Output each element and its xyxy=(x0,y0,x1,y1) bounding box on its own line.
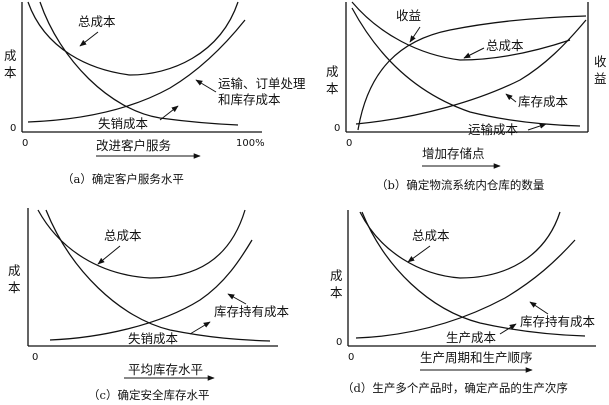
panel-d-production-cost-curve xyxy=(361,211,586,337)
panel-d-caption: （d）生产多个产品时，确定产品的生产次序 xyxy=(342,381,568,395)
panel-c-ylabel-2: 本 xyxy=(8,280,21,295)
panel-a-arrow-total-cost xyxy=(79,31,99,47)
panel-a-ylabel-1: 成 xyxy=(4,48,17,63)
panel-a-caption: （a）确定客户服务水平 xyxy=(62,172,184,186)
panel-d-ylabel-1: 成 xyxy=(330,268,343,283)
panel-a-xlabel: 改进客户服务 xyxy=(96,138,171,153)
panel-d-total-cost-curve xyxy=(359,211,561,279)
panel-b-arrow-total-cost xyxy=(463,47,485,59)
panel-a-x-end: 100% xyxy=(236,138,265,149)
panel-d-label-total-cost: 总成本 xyxy=(412,228,450,243)
panel-d-origin-x: 0 xyxy=(348,352,354,363)
panel-b-origin-y: 0 xyxy=(334,123,340,134)
panel-d-label-production-cost: 生产成本 xyxy=(446,330,497,345)
panel-d-origin-y: 0 xyxy=(336,337,342,348)
panel-a-arrow-lost-sales xyxy=(159,105,179,121)
panel-c-ylabel-1: 成 xyxy=(8,263,21,278)
panel-a-ylabel-2: 本 xyxy=(4,65,17,80)
panel-c-label-total-cost: 总成本 xyxy=(104,228,142,243)
panel-b-label-transport-cost: 运输成本 xyxy=(468,122,519,137)
panel-a: 成 本 0 0 100% 总成本 运输、订单处理 和库存成本 失销成本 改进客户… xyxy=(4,1,306,186)
panel-a-total-cost-curve xyxy=(27,1,239,76)
panel-d-ylabel-2: 本 xyxy=(330,285,343,300)
panel-b-arrow-revenue xyxy=(409,26,421,43)
panel-c-xlabel: 平均库存水平 xyxy=(128,362,203,377)
panel-b-arrow-inventory-cost xyxy=(505,93,517,103)
panel-b-ylabel-2: 本 xyxy=(326,81,339,96)
panel-a-lost-sales-curve xyxy=(27,19,246,123)
panel-c: 成 本 0 总成本 库存持有成本 失销成本 平均库存水平 （c）确定安全库存水平 xyxy=(8,208,290,402)
panel-b-arrow-transport-cost xyxy=(527,123,547,131)
panel-a-origin-x: 0 xyxy=(22,138,28,149)
panel-b-ylabel-1: 成 xyxy=(326,64,339,79)
panel-a-label-transport-2: 和库存成本 xyxy=(218,92,281,107)
panel-b-xlabel: 增加存储点 xyxy=(422,146,485,161)
panel-c-lost-sales-curve xyxy=(45,209,271,342)
panel-b-label-inventory-cost: 库存成本 xyxy=(518,94,569,109)
panel-d-arrow-production-cost xyxy=(499,323,517,335)
panel-b-caption: （b）确定物流系统内仓库的数量 xyxy=(376,178,544,192)
panel-b: 成 本 收 益 0 0 收益 总成本 库存成本 运输成本 增加存储点 （b）确定… xyxy=(326,1,607,192)
panel-a-label-lost-sales: 失销成本 xyxy=(98,116,149,131)
panel-a-origin-y: 0 xyxy=(10,123,16,134)
panel-d-label-holding-cost: 库存持有成本 xyxy=(520,314,596,329)
panel-c-arrow-total-cost xyxy=(97,245,121,265)
panel-b-ylabel-right-2: 益 xyxy=(594,71,607,86)
panel-a-label-transport-1: 运输、订单处理 xyxy=(218,76,306,91)
panel-c-arrow-holding-cost xyxy=(227,293,247,305)
panel-b-inventory-cost-curve xyxy=(355,19,587,125)
panel-a-transport-cost-curve xyxy=(39,1,239,126)
panel-c-total-cost-curve xyxy=(37,209,246,279)
panel-d-arrow-holding-cost xyxy=(529,301,549,315)
panel-b-revenue-curve xyxy=(357,15,587,131)
panel-b-ylabel-right-1: 收 xyxy=(594,54,607,69)
panel-c-label-holding-cost: 库存持有成本 xyxy=(214,304,290,319)
panel-c-arrow-lost-sales xyxy=(189,321,211,335)
panel-c-origin-x: 0 xyxy=(32,352,38,363)
panel-d: 成 本 0 0 总成本 库存持有成本 生产成本 生产周期和生产顺序 （d）生产多… xyxy=(330,210,596,395)
panel-a-label-total-cost: 总成本 xyxy=(78,14,116,29)
panel-c-holding-cost-curve xyxy=(49,239,253,341)
panel-a-arrow-transport xyxy=(195,79,217,93)
panel-d-holding-cost-curve xyxy=(355,239,576,339)
panel-d-xlabel: 生产周期和生产顺序 xyxy=(420,350,533,365)
panel-b-origin-x: 0 xyxy=(346,138,352,149)
panel-b-transport-cost-curve xyxy=(351,7,581,127)
panel-d-arrow-total-cost xyxy=(407,245,431,263)
panel-c-caption: （c）确定安全库存水平 xyxy=(88,388,209,402)
panel-b-label-revenue: 收益 xyxy=(396,8,421,23)
panel-c-label-lost-sales: 失销成本 xyxy=(128,331,179,346)
panel-b-total-cost-curve xyxy=(351,1,571,61)
panel-b-label-total-cost: 总成本 xyxy=(486,38,524,53)
